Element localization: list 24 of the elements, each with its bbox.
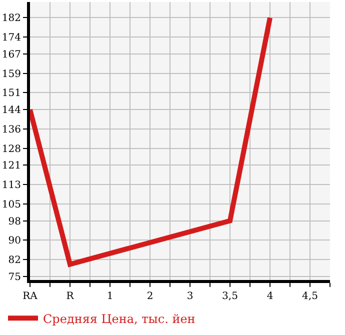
- x-tick-label: R: [66, 291, 74, 302]
- y-tick-label: 90: [8, 236, 21, 247]
- y-tick-label: 105: [2, 199, 21, 210]
- y-tick-label: 167: [2, 49, 21, 60]
- legend-label: Средняя Цена, тыс. йен: [43, 312, 196, 326]
- y-tick-label: 121: [2, 160, 21, 172]
- x-tick-label: 3: [186, 291, 194, 302]
- y-tick-label: 174: [2, 32, 21, 44]
- y-tick-label: 159: [2, 68, 21, 80]
- y-tick-label: 113: [2, 180, 21, 192]
- x-tick-label: 1: [106, 291, 114, 302]
- y-tick-label: 98: [8, 216, 21, 228]
- y-tick-label: 144: [2, 105, 21, 116]
- x-tick-label: RA: [22, 291, 38, 302]
- x-tick-label: 2: [146, 291, 154, 302]
- y-tick-label: 136: [2, 124, 21, 136]
- y-tick-label: 128: [2, 144, 21, 155]
- y-tick-label: 82: [8, 254, 21, 266]
- y-tick-label: 151: [2, 88, 21, 100]
- x-tick-label: 4,5: [302, 291, 318, 302]
- x-tick-label: 3,5: [222, 291, 238, 302]
- x-tick-label: 4: [266, 291, 274, 302]
- y-tick-label: 182: [2, 13, 21, 24]
- y-tick-label: 75: [8, 272, 21, 283]
